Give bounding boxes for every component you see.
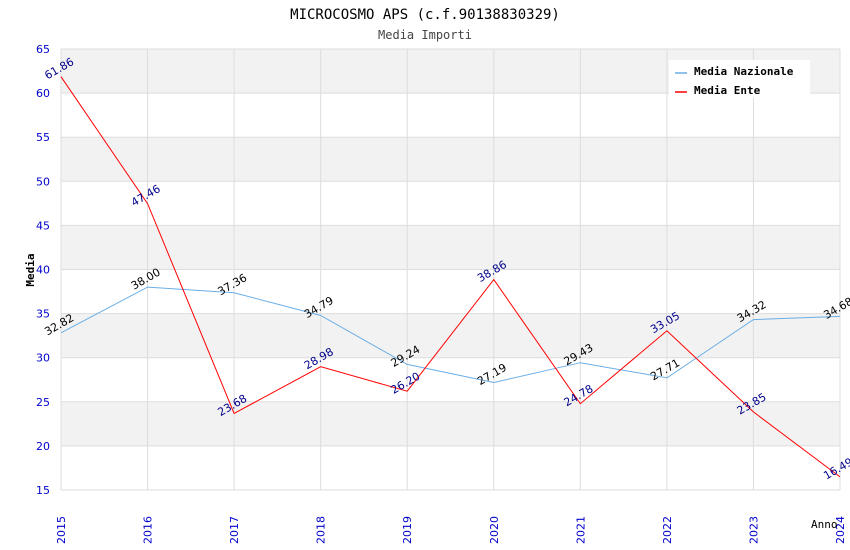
x-tick-label: 2015 xyxy=(55,516,68,544)
chart-subtitle: Media Importi xyxy=(378,28,472,42)
x-axis-tick-labels: 2015 2016 2017 2018 2019 2020 2021 2022 2023 2024 xyxy=(55,516,847,544)
x-tick-label: 2016 xyxy=(142,516,155,544)
y-tick-label: 25 xyxy=(36,396,50,409)
y-tick-label: 45 xyxy=(36,219,50,232)
x-tick-label: 2024 xyxy=(834,516,847,544)
y-tick-label: 15 xyxy=(36,484,50,497)
y-tick-label: 50 xyxy=(36,175,50,188)
background-bands xyxy=(61,49,840,446)
data-label: 27.71 xyxy=(648,356,682,383)
y-tick-label: 35 xyxy=(36,308,50,321)
y-tick-label: 30 xyxy=(36,352,50,365)
y-tick-label: 20 xyxy=(36,440,50,453)
y-tick-label: 65 xyxy=(36,43,50,56)
y-tick-label: 55 xyxy=(36,131,50,144)
series-line-media-nazionale xyxy=(60,286,841,384)
legend-label-media-nazionale: Media Nazionale xyxy=(694,65,794,78)
data-label: 16.49 xyxy=(821,455,850,482)
data-label: 26.20 xyxy=(389,370,423,397)
x-tick-label: 2020 xyxy=(488,516,501,544)
y-tick-label: 40 xyxy=(36,264,50,277)
x-tick-label: 2021 xyxy=(574,516,587,544)
grid-lines xyxy=(60,48,841,491)
legend-label-media-ente: Media Ente xyxy=(694,84,761,97)
data-label: 37.36 xyxy=(215,271,249,298)
y-tick-label: 60 xyxy=(36,87,50,100)
x-tick-label: 2022 xyxy=(661,516,674,544)
y-axis-tick-labels: 15 20 25 30 35 40 45 50 55 60 65 xyxy=(36,43,50,497)
series-lines xyxy=(60,76,841,478)
background-band xyxy=(61,225,840,270)
x-tick-label: 2023 xyxy=(747,516,760,544)
background-band xyxy=(61,137,840,182)
legend-box xyxy=(669,60,810,98)
legend: Media Nazionale Media Ente xyxy=(669,60,810,98)
data-label: 27.19 xyxy=(475,361,509,388)
background-band xyxy=(61,401,840,446)
x-tick-label: 2018 xyxy=(315,516,328,544)
x-axis-label: Anno xyxy=(811,518,838,531)
y-axis-label: Media xyxy=(24,253,37,286)
x-tick-label: 2019 xyxy=(401,516,414,544)
chart-title: MICROCOSMO APS (c.f.90138830329) xyxy=(290,7,560,23)
series-line-media-ente xyxy=(60,76,841,478)
x-tick-label: 2017 xyxy=(228,516,241,544)
data-label: 47.46 xyxy=(129,182,163,209)
